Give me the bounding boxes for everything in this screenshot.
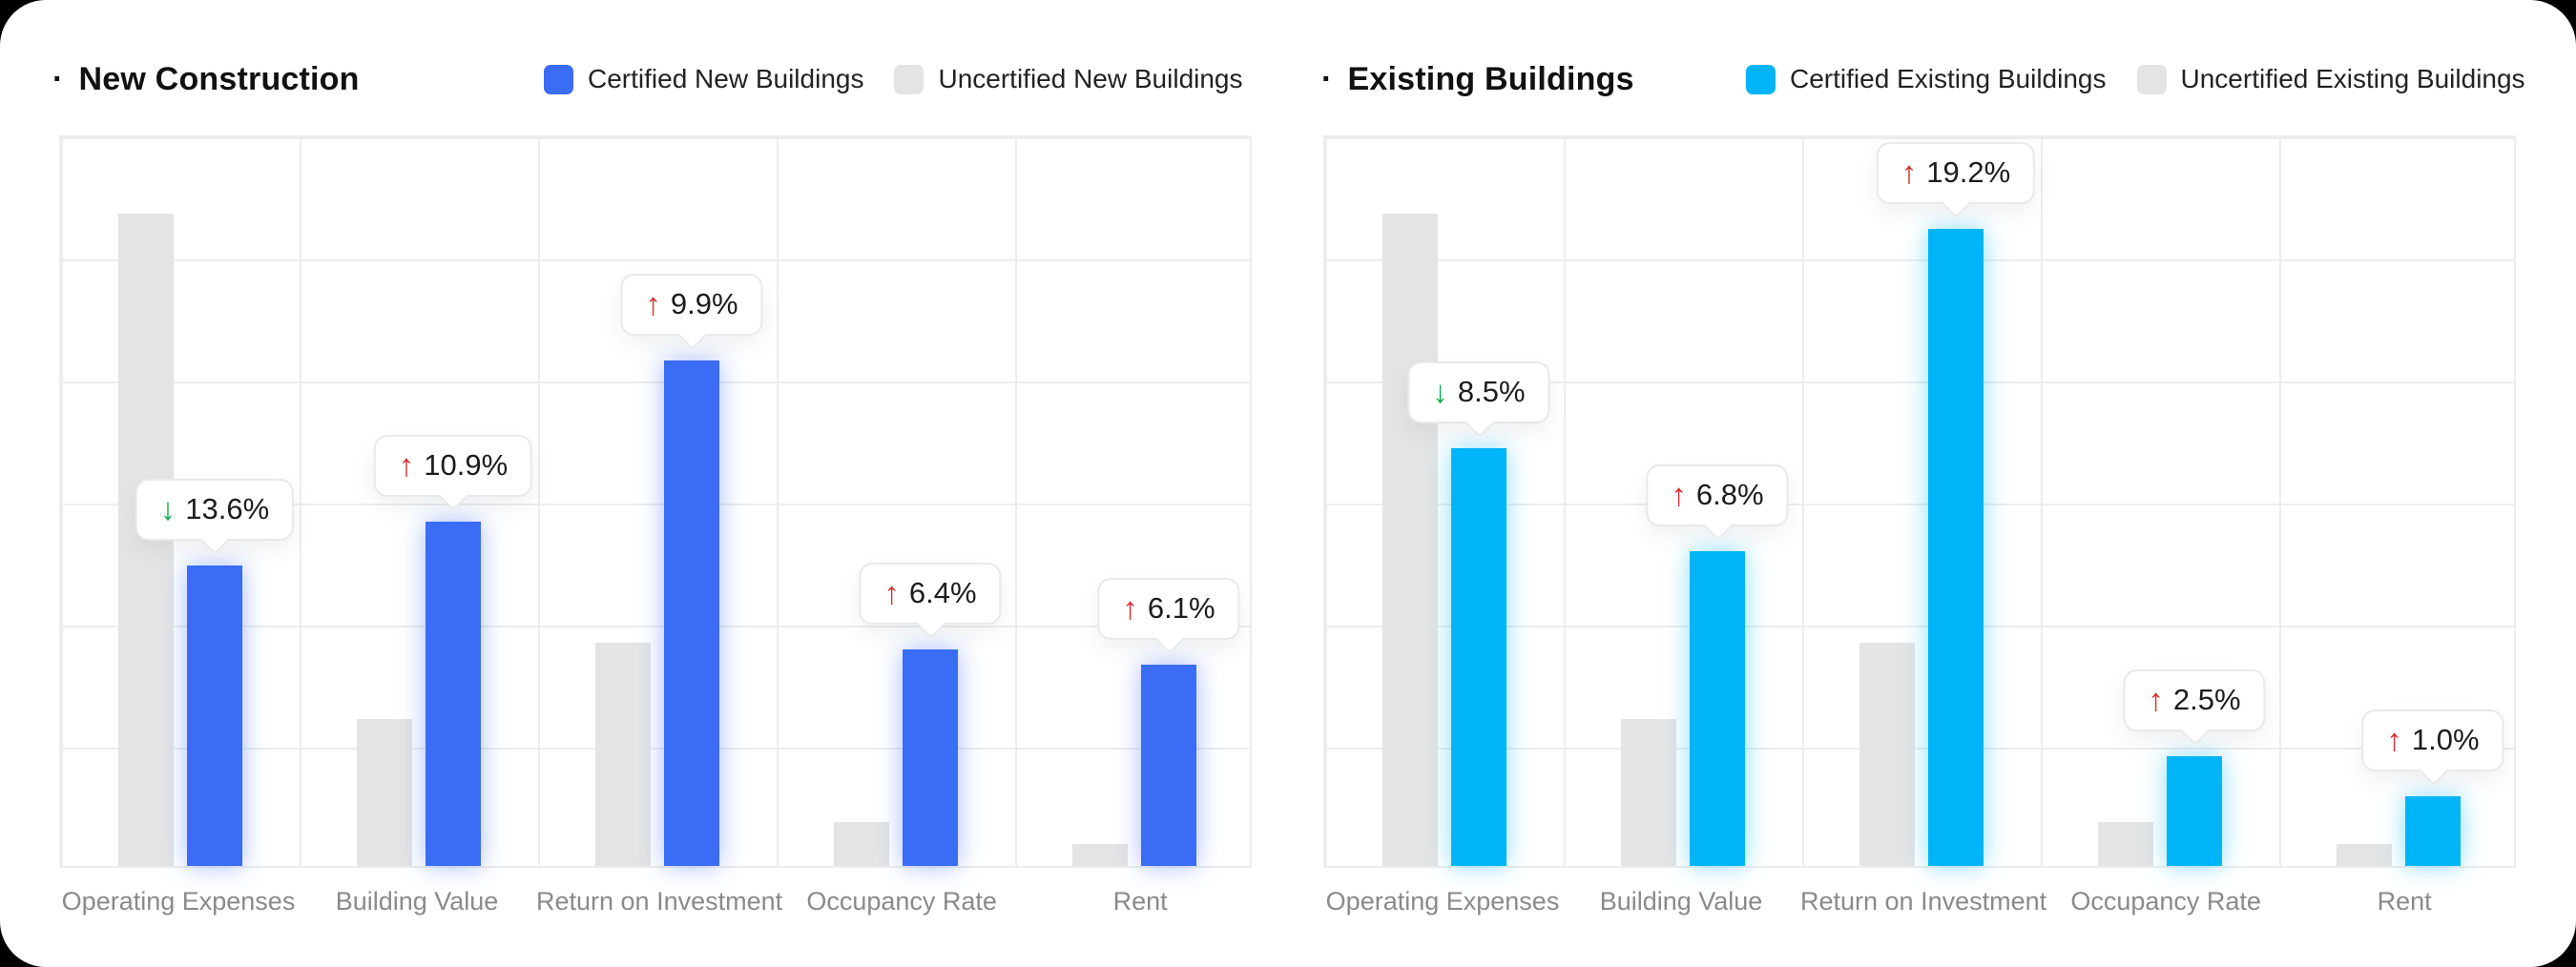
legend-swatch-uncertified-new	[894, 64, 924, 94]
arrow-up-icon: ↑	[883, 575, 900, 611]
x-axis-label-occupancy-rate: Occupancy Rate	[2070, 887, 2261, 916]
legend-existing-buildings: Certified Existing Buildings Uncertified…	[1746, 55, 2525, 103]
legend-label-uncertified-new: Uncertified New Buildings	[938, 64, 1243, 93]
chart-title-existing-buildings: · Existing Buildings	[1321, 55, 1634, 103]
change-badge-value: 13.6%	[185, 491, 270, 525]
legend-item-certified-existing[interactable]: Certified Existing Buildings	[1746, 64, 2107, 94]
change-badge-value: 10.9%	[424, 447, 509, 482]
bar-certified-operating-expenses[interactable]	[187, 566, 242, 866]
legend-swatch-uncertified-existing	[2136, 64, 2167, 94]
arrow-up-icon: ↑	[398, 446, 415, 483]
bar-certified-building-value[interactable]	[1690, 550, 1745, 866]
change-badge-rent: ↑ 6.1%	[1097, 577, 1240, 640]
change-badge-value: 9.9%	[670, 286, 738, 320]
chart-title-new-construction: · New Construction	[52, 55, 360, 103]
legend-label-uncertified-existing: Uncertified Existing Buildings	[2180, 64, 2525, 93]
bar-certified-occupancy-rate[interactable]	[903, 649, 958, 866]
x-axis-labels-new-construction: Operating Expenses Building Value Return o…	[59, 887, 1252, 916]
arrow-up-icon: ↑	[1122, 589, 1138, 626]
change-badge-occupancy-rate: ↑ 6.4%	[859, 563, 1002, 626]
x-axis-label-operating-expenses: Operating Expenses	[61, 887, 296, 916]
plot-area-existing-buildings: ↓ 8.5% ↑ 6.8% ↑ 19.2% ↑ 2.5% ↑ 1.0%	[1323, 135, 2516, 868]
change-badge-return-on-investment: ↑ 19.2%	[1876, 141, 2036, 204]
change-badge-value: 6.8%	[1695, 477, 1764, 511]
bar-certified-return-on-investment[interactable]	[664, 360, 719, 866]
x-axis-label-operating-expenses: Operating Expenses	[1325, 887, 1560, 916]
bar-uncertified-occupancy-rate[interactable]	[2098, 821, 2153, 866]
legend-new-construction: Certified New Buildings Uncertified New …	[544, 55, 1243, 103]
bar-certified-occupancy-rate[interactable]	[2167, 755, 2222, 866]
change-badge-value: 6.4%	[908, 576, 977, 610]
bar-uncertified-return-on-investment[interactable]	[595, 642, 651, 866]
x-axis-label-rent: Rent	[2377, 887, 2432, 916]
arrow-down-icon: ↓	[159, 491, 177, 527]
legend-label-certified-new: Certified New Buildings	[588, 64, 864, 93]
bar-uncertified-occupancy-rate[interactable]	[834, 821, 889, 866]
change-badge-return-on-investment: ↑ 9.9%	[620, 273, 763, 337]
change-badge-occupancy-rate: ↑ 2.5%	[2123, 669, 2266, 731]
title-bullet: ·	[1321, 60, 1333, 97]
x-axis-label-building-value: Building Value	[1599, 887, 1763, 916]
bar-certified-rent[interactable]	[2405, 796, 2461, 866]
bar-uncertified-operating-expenses[interactable]	[1382, 214, 1438, 866]
x-axis-label-building-value: Building Value	[335, 887, 499, 916]
bar-uncertified-return-on-investment[interactable]	[1859, 642, 1915, 866]
bar-uncertified-building-value[interactable]	[1621, 719, 1676, 866]
change-badge-rent: ↑ 1.0%	[2361, 709, 2504, 772]
change-badge-operating-expenses: ↓ 13.6%	[135, 478, 295, 542]
change-badge-building-value: ↑ 10.9%	[373, 434, 533, 498]
change-badge-value: 1.0%	[2411, 722, 2480, 756]
bar-certified-operating-expenses[interactable]	[1451, 448, 1506, 866]
bar-uncertified-rent[interactable]	[1072, 843, 1128, 866]
change-badge-building-value: ↑ 6.8%	[1646, 463, 1789, 526]
arrow-up-icon: ↑	[2386, 721, 2402, 757]
change-badge-value: 6.1%	[1147, 590, 1215, 625]
x-axis-label-return-on-investment: Return on Investment	[536, 887, 783, 916]
title-bullet: ·	[52, 60, 64, 97]
change-badge-value: 2.5%	[2172, 682, 2241, 716]
change-badge-operating-expenses: ↓ 8.5%	[1407, 361, 1550, 424]
legend-item-certified-new[interactable]: Certified New Buildings	[544, 64, 863, 94]
arrow-up-icon: ↑	[1671, 476, 1687, 512]
bar-certified-return-on-investment[interactable]	[1928, 228, 1984, 866]
legend-label-certified-existing: Certified Existing Buildings	[1790, 64, 2107, 93]
x-axis-label-return-on-investment: Return on Investment	[1800, 887, 2047, 916]
chart-title-text: New Construction	[78, 60, 360, 97]
x-axis-labels-existing-buildings: Operating Expenses Building Value Return o…	[1323, 887, 2516, 916]
bar-uncertified-rent[interactable]	[2337, 843, 2392, 866]
arrow-up-icon: ↑	[645, 286, 661, 321]
bar-certified-building-value[interactable]	[426, 522, 481, 866]
arrow-up-icon: ↑	[1901, 154, 1918, 190]
legend-swatch-certified-existing	[1746, 64, 1776, 94]
plot-area-new-construction: ↓ 13.6% ↑ 10.9% ↑ 9.9% ↑ 6.4% ↑ 6.1%	[59, 135, 1252, 868]
x-axis-label-occupancy-rate: Occupancy Rate	[806, 887, 997, 916]
arrow-down-icon: ↓	[1432, 374, 1448, 410]
x-axis-label-rent: Rent	[1112, 887, 1168, 916]
arrow-up-icon: ↑	[2148, 681, 2164, 717]
legend-swatch-certified-new	[544, 64, 573, 94]
change-badge-value: 19.2%	[1926, 154, 2011, 189]
legend-item-uncertified-existing[interactable]: Uncertified Existing Buildings	[2136, 64, 2525, 94]
bar-uncertified-building-value[interactable]	[357, 719, 412, 866]
legend-item-uncertified-new[interactable]: Uncertified New Buildings	[894, 64, 1243, 94]
chart-title-text: Existing Buildings	[1347, 60, 1634, 97]
bar-certified-rent[interactable]	[1141, 664, 1196, 866]
change-badge-value: 8.5%	[1457, 375, 1526, 409]
